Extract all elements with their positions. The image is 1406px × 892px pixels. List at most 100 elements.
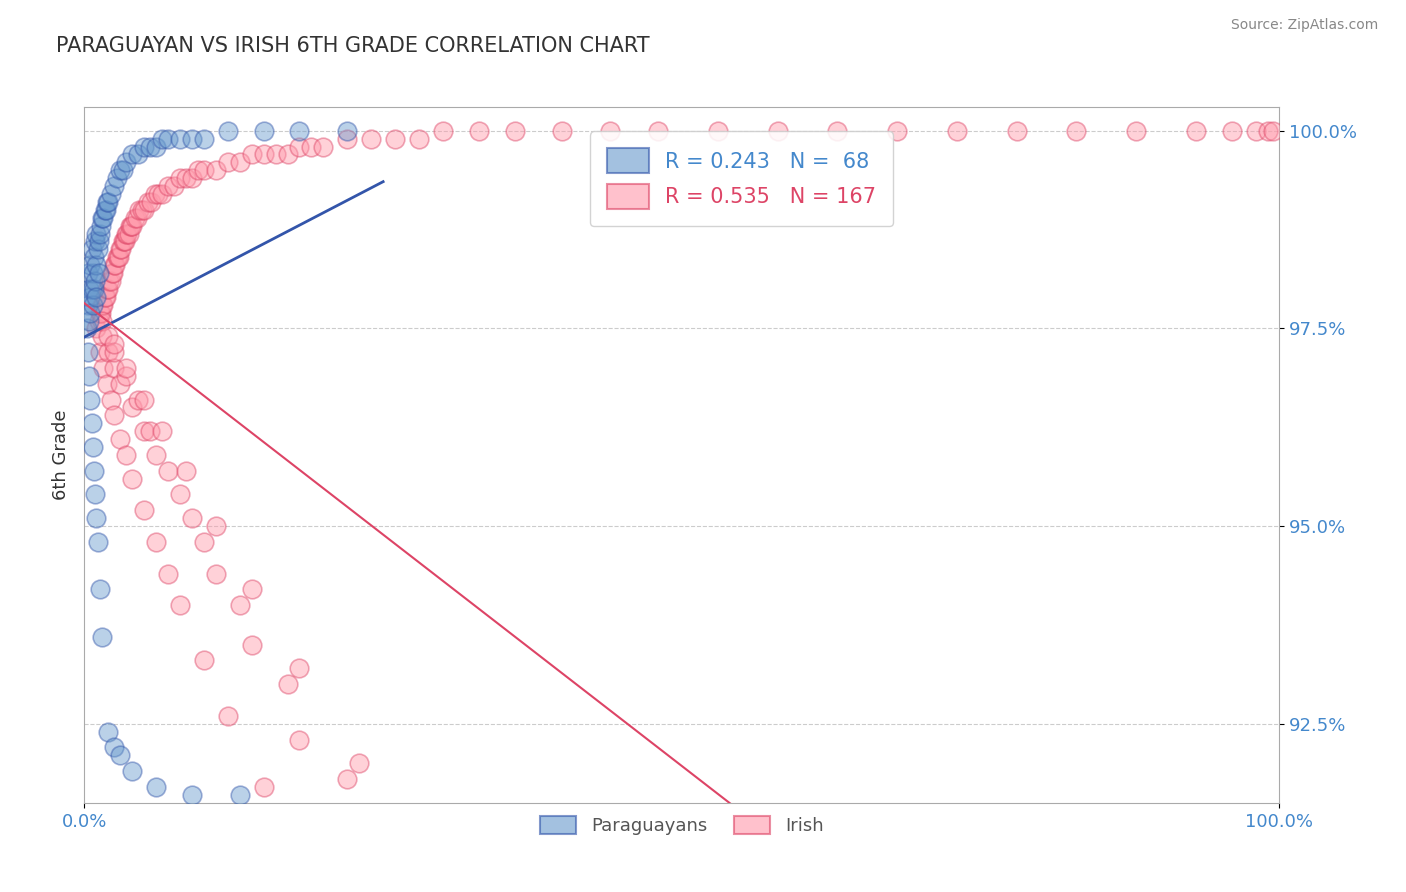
Point bbox=[193, 535, 215, 549]
Point bbox=[80, 282, 103, 296]
Point bbox=[1185, 124, 1208, 138]
Point bbox=[118, 219, 141, 233]
Point bbox=[105, 171, 128, 186]
Point bbox=[193, 163, 215, 178]
Y-axis label: 6th Grade: 6th Grade bbox=[52, 409, 70, 500]
Point bbox=[150, 186, 173, 201]
Point bbox=[87, 235, 110, 249]
Point bbox=[143, 186, 166, 201]
Point bbox=[97, 724, 120, 739]
Point bbox=[288, 139, 311, 153]
Point bbox=[79, 290, 101, 304]
Point bbox=[136, 194, 159, 209]
Point bbox=[80, 417, 103, 431]
Point bbox=[157, 131, 180, 145]
Point bbox=[240, 147, 263, 161]
Point bbox=[100, 186, 122, 201]
Point bbox=[647, 124, 669, 138]
Point bbox=[277, 147, 299, 161]
Point bbox=[174, 171, 197, 186]
Point bbox=[96, 376, 118, 391]
Point bbox=[79, 258, 101, 272]
Point bbox=[94, 202, 117, 217]
Point bbox=[145, 535, 167, 549]
Point bbox=[169, 598, 191, 612]
Point bbox=[886, 124, 908, 138]
Point bbox=[360, 131, 382, 145]
Point bbox=[111, 163, 134, 178]
Text: Source: ZipAtlas.com: Source: ZipAtlas.com bbox=[1230, 18, 1378, 32]
Point bbox=[98, 274, 121, 288]
Point bbox=[90, 305, 112, 319]
Point bbox=[1244, 124, 1267, 138]
Point bbox=[264, 147, 287, 161]
Point bbox=[125, 211, 148, 225]
Point bbox=[90, 219, 112, 233]
Point bbox=[121, 147, 143, 161]
Point bbox=[93, 298, 115, 312]
Point bbox=[84, 487, 107, 501]
Point bbox=[946, 124, 969, 138]
Point bbox=[336, 131, 359, 145]
Point bbox=[148, 186, 170, 201]
Point bbox=[110, 243, 132, 257]
Point bbox=[115, 360, 138, 375]
Point bbox=[312, 875, 335, 889]
Point bbox=[277, 677, 299, 691]
Point bbox=[766, 124, 789, 138]
Point bbox=[86, 243, 108, 257]
Point bbox=[229, 155, 252, 169]
Point bbox=[77, 313, 100, 327]
Point bbox=[336, 772, 359, 786]
Point bbox=[115, 155, 138, 169]
Point bbox=[157, 179, 180, 194]
Point bbox=[117, 227, 139, 241]
Point bbox=[312, 139, 335, 153]
Point bbox=[169, 487, 191, 501]
Point bbox=[127, 392, 149, 407]
Point bbox=[301, 139, 323, 153]
Point bbox=[141, 194, 163, 209]
Point bbox=[1125, 124, 1147, 138]
Point bbox=[1066, 124, 1088, 138]
Point bbox=[1220, 124, 1243, 138]
Point bbox=[79, 305, 101, 319]
Point bbox=[115, 227, 138, 241]
Point bbox=[97, 345, 120, 359]
Point bbox=[120, 219, 142, 233]
Point bbox=[217, 124, 239, 138]
Point bbox=[349, 835, 371, 849]
Point bbox=[103, 337, 125, 351]
Point bbox=[121, 401, 143, 415]
Point bbox=[110, 243, 132, 257]
Point bbox=[89, 582, 111, 597]
Point bbox=[110, 376, 132, 391]
Point bbox=[217, 155, 239, 169]
Point bbox=[408, 883, 430, 892]
Point bbox=[150, 424, 173, 438]
Point bbox=[229, 788, 252, 802]
Point bbox=[77, 298, 100, 312]
Point bbox=[103, 258, 125, 272]
Point bbox=[163, 179, 186, 194]
Text: PARAGUAYAN VS IRISH 6TH GRADE CORRELATION CHART: PARAGUAYAN VS IRISH 6TH GRADE CORRELATIO… bbox=[56, 36, 650, 55]
Point bbox=[103, 179, 125, 194]
Point bbox=[127, 147, 149, 161]
Point bbox=[83, 250, 105, 264]
Point bbox=[94, 290, 117, 304]
Point bbox=[181, 788, 204, 802]
Point bbox=[288, 661, 311, 675]
Point bbox=[103, 345, 125, 359]
Point bbox=[110, 748, 132, 763]
Point bbox=[187, 163, 209, 178]
Point bbox=[82, 298, 104, 312]
Point bbox=[82, 440, 104, 454]
Point bbox=[80, 243, 103, 257]
Point bbox=[1263, 124, 1285, 138]
Point bbox=[86, 258, 108, 272]
Point bbox=[132, 139, 156, 153]
Point bbox=[91, 211, 114, 225]
Point bbox=[97, 194, 120, 209]
Point bbox=[193, 131, 215, 145]
Point bbox=[121, 219, 143, 233]
